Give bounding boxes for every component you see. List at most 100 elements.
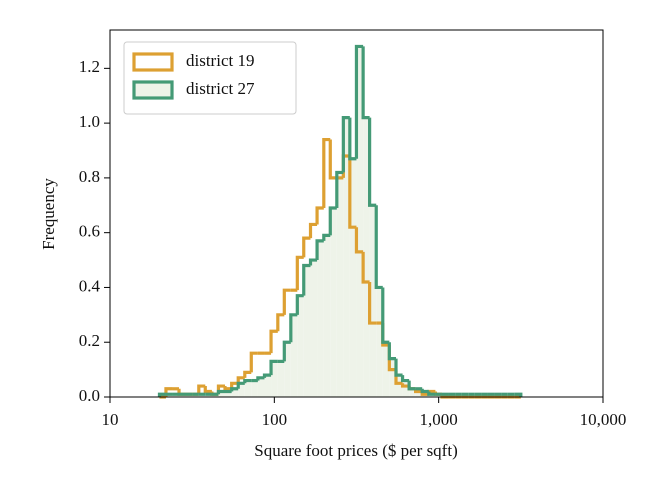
bar-fill (303, 265, 311, 397)
bar-fill (251, 380, 258, 397)
legend-label: district 19 (186, 51, 254, 70)
histogram-step (308, 222, 318, 239)
histogram-step (262, 373, 272, 378)
bar-fill (395, 375, 403, 397)
histogram-step (269, 329, 278, 354)
histogram-step (427, 391, 436, 396)
bar-fill (284, 342, 291, 397)
histogram-step (368, 281, 377, 325)
bar-fill (277, 361, 285, 397)
bar-fill (317, 240, 324, 397)
bar-fill (257, 377, 265, 397)
y-tick-label: 0.6 (79, 222, 100, 241)
histogram-step (282, 340, 291, 362)
histogram-step (400, 375, 410, 383)
bar-fill (271, 361, 278, 397)
bar-fill (382, 342, 390, 397)
histogram-step (276, 313, 285, 332)
histogram-step (361, 46, 370, 120)
histogram-step (368, 117, 377, 207)
bar-fill (343, 117, 350, 398)
bar-fill (356, 46, 364, 398)
x-tick-label: 100 (262, 410, 288, 429)
histogram-step (223, 386, 232, 391)
histogram-step (322, 233, 331, 241)
y-tick-label: 0.0 (79, 386, 100, 405)
y-tick-label: 1.0 (79, 112, 100, 131)
histogram-step (216, 389, 226, 395)
histogram-step (302, 236, 311, 258)
histogram-step (249, 351, 258, 373)
histogram-step (348, 155, 357, 229)
bar-fill (330, 208, 337, 397)
histogram-step (236, 376, 245, 384)
histogram-step (328, 206, 337, 236)
histogram-step (374, 205, 383, 290)
histogram-step (341, 116, 350, 173)
histogram-step (420, 388, 429, 394)
histogram-step (315, 206, 324, 225)
histogram-step (243, 370, 252, 378)
bar-fill (290, 314, 298, 397)
histogram-step (197, 384, 206, 395)
histogram-step (328, 139, 337, 180)
histogram-step (289, 313, 298, 343)
bar-fill (310, 260, 318, 397)
histogram-step (295, 255, 304, 291)
plot-frame (109, 29, 604, 398)
histogram-step (348, 117, 357, 161)
legend-label: district 27 (186, 79, 255, 98)
histogram-step (514, 392, 523, 397)
histogram-step (322, 137, 331, 209)
histogram-step (243, 378, 252, 384)
histogram-step (203, 386, 212, 394)
legend-swatch (132, 80, 174, 100)
histogram-step (354, 227, 364, 254)
histogram-step (236, 381, 245, 389)
bar-fill (336, 172, 344, 397)
histogram-step (394, 358, 403, 377)
x-tick-label: 10,000 (580, 410, 627, 429)
histogram-step (256, 376, 265, 381)
histogram-step (381, 287, 390, 344)
histogram-step (269, 359, 278, 376)
bar-fill (376, 287, 383, 397)
histogram-step (308, 258, 318, 266)
y-axis-label: Frequency (39, 178, 58, 250)
histogram-step (295, 294, 304, 315)
histogram-step (361, 251, 370, 284)
bar-fill (244, 380, 252, 397)
bar-fill (369, 205, 377, 397)
bar-fill (225, 391, 232, 397)
x-tick-label: 1,000 (420, 410, 458, 429)
bar-fill (323, 235, 331, 397)
histogram-step (400, 383, 410, 388)
x-axis-label: Square foot prices ($ per sqft) (254, 441, 457, 460)
bar-fill (218, 391, 226, 397)
histogram-step (335, 170, 344, 209)
bar-fill (349, 158, 357, 397)
y-tick-label: 1.2 (79, 57, 100, 76)
histogram-step (315, 239, 324, 261)
bar-fill (231, 388, 239, 397)
histogram-step (230, 387, 239, 392)
bar-fill (389, 358, 396, 397)
bar-fill (402, 380, 410, 397)
histogram-step (407, 380, 416, 391)
histogram-step (157, 392, 166, 397)
histogram-step (230, 381, 239, 389)
histogram-step (387, 342, 396, 361)
legend-swatch (132, 52, 174, 72)
bar-fill (409, 388, 416, 397)
bar-fill (238, 383, 245, 397)
histogram-step (302, 263, 311, 296)
y-tick-label: 0.8 (79, 167, 100, 186)
bar-fill (264, 375, 272, 397)
bar-fill (363, 117, 370, 398)
bar-fill (297, 295, 304, 397)
histogram-step (354, 44, 364, 159)
y-tick-label: 0.4 (79, 276, 101, 295)
histogram-step (282, 288, 291, 315)
